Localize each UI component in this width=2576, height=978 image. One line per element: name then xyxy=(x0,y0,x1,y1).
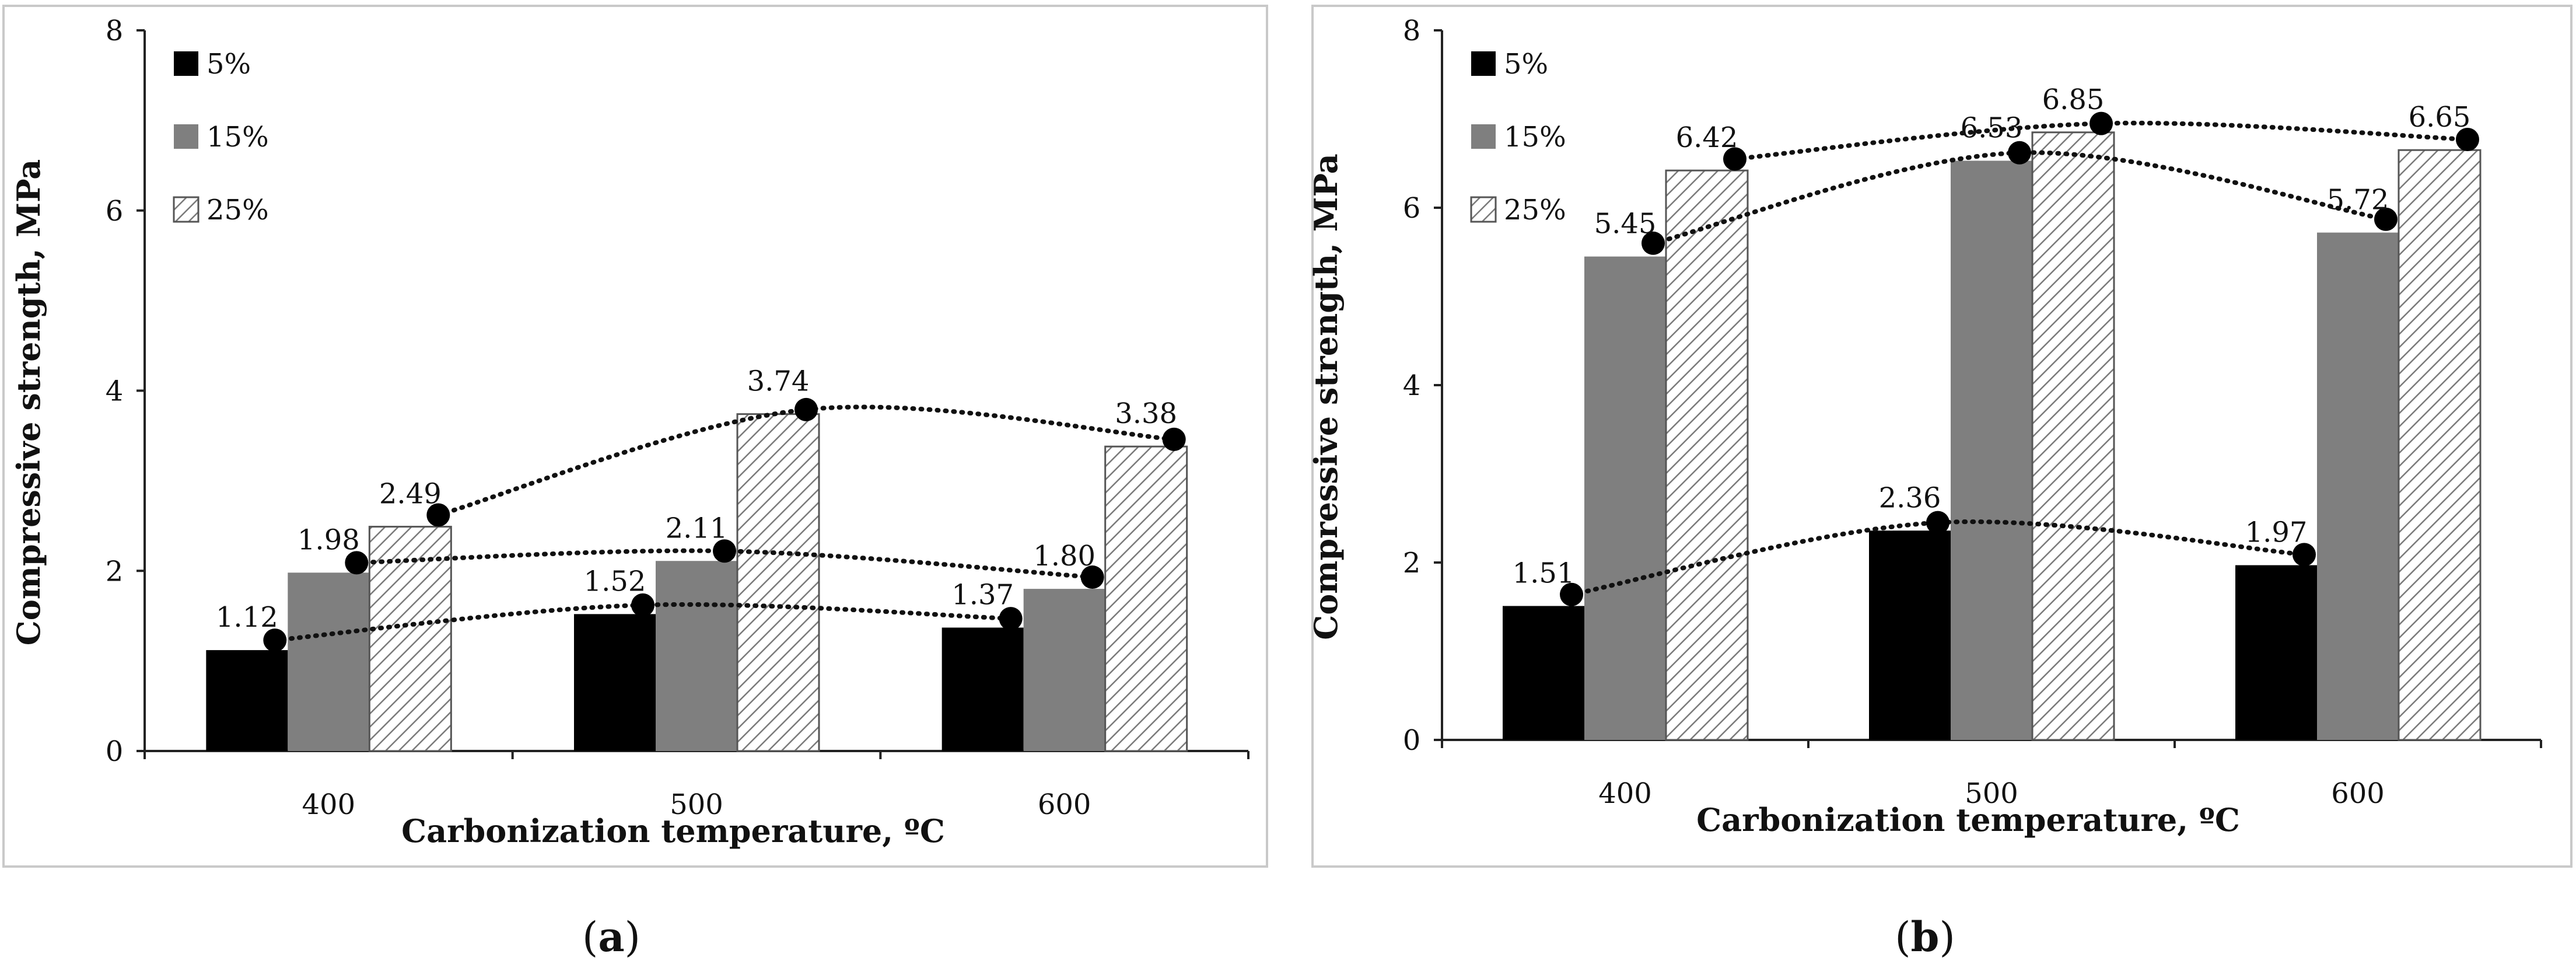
legend-swatch-5pct xyxy=(1471,51,1496,76)
marker-25pct-500 xyxy=(794,397,818,421)
caption-close: ) xyxy=(1939,913,1955,961)
bar-25pct-500 xyxy=(736,413,820,752)
x-tick-label: 600 xyxy=(2331,777,2385,810)
data-label: 5.45 xyxy=(1594,208,1657,240)
chart-panel-b: 024681.512.361.975.456.535.726.426.856.6… xyxy=(1307,5,2572,961)
x-tick-label: 500 xyxy=(670,788,723,821)
legend-label: 5% xyxy=(206,48,251,81)
x-axis-title: Carbonization temperature, ºC xyxy=(401,812,945,850)
data-label: 1.52 xyxy=(584,565,646,598)
legend-swatch-15pct xyxy=(1471,124,1496,149)
data-label: 3.38 xyxy=(1115,397,1177,430)
bar-5pct-600 xyxy=(942,627,1024,751)
marker-5pct-400 xyxy=(1560,582,1583,606)
legend: 5% 15% 25% xyxy=(1470,48,1566,226)
legend-label: 25% xyxy=(206,194,269,226)
y-tick-label: 8 xyxy=(1403,15,1421,47)
y-tick-label: 8 xyxy=(106,15,124,47)
marker-5pct-400 xyxy=(263,628,287,652)
bar-5pct-600 xyxy=(2235,565,2317,740)
marker-25pct-600 xyxy=(2456,127,2479,151)
legend-label: 15% xyxy=(206,121,269,153)
data-label: 2.11 xyxy=(666,512,728,544)
bar-15pct-500 xyxy=(1951,160,2032,740)
data-label: 1.12 xyxy=(216,601,278,634)
legend-label: 5% xyxy=(1504,48,1548,81)
marker-15pct-400 xyxy=(1642,231,1665,255)
bar-5pct-400 xyxy=(1503,606,1584,740)
legend-label: 25% xyxy=(1504,194,1566,226)
marker-25pct-400 xyxy=(1723,147,1746,171)
caption-open: ( xyxy=(1895,913,1910,961)
marker-25pct-500 xyxy=(2090,111,2113,135)
y-tick-label: 0 xyxy=(106,735,124,768)
bar-5pct-500 xyxy=(574,614,656,751)
marker-15pct-500 xyxy=(2008,141,2031,165)
data-label: 1.97 xyxy=(2245,516,2308,549)
bar-15pct-500 xyxy=(656,561,737,751)
panel-caption: (b) xyxy=(1895,913,1955,961)
bar-25pct-400 xyxy=(368,526,452,752)
x-axis-title: Carbonization temperature, ºC xyxy=(1696,801,2240,839)
marker-15pct-500 xyxy=(713,539,736,563)
data-label: 1.80 xyxy=(1033,540,1096,572)
marker-15pct-400 xyxy=(345,551,369,575)
x-tick-label: 400 xyxy=(1598,777,1652,810)
data-label: 6.85 xyxy=(2042,83,2105,116)
data-label: 5.72 xyxy=(2327,184,2389,216)
data-label: 1.98 xyxy=(298,523,360,556)
x-tick-label: 600 xyxy=(1038,788,1091,821)
data-label: 3.74 xyxy=(747,365,810,398)
data-label: 2.49 xyxy=(379,478,442,511)
bar-5pct-500 xyxy=(1869,530,1951,740)
marker-5pct-500 xyxy=(631,593,654,617)
x-tick-label: 500 xyxy=(1965,777,2018,810)
y-tick-label: 4 xyxy=(1403,369,1421,402)
bar-25pct-600 xyxy=(1104,445,1188,752)
bar-15pct-600 xyxy=(1023,589,1105,751)
bar-25pct-600 xyxy=(2398,149,2482,741)
marker-5pct-600 xyxy=(2292,543,2316,567)
bar-15pct-400 xyxy=(288,572,370,751)
caption-letter: b xyxy=(1911,913,1940,961)
y-tick-label: 6 xyxy=(106,195,124,228)
marker-15pct-600 xyxy=(1080,565,1104,589)
bar-15pct-400 xyxy=(1584,256,1666,741)
y-axis-title: Compressive strength, MPa xyxy=(10,159,47,645)
legend: 5% 15% 25% xyxy=(173,48,269,226)
y-tick-label: 2 xyxy=(1403,547,1421,579)
legend-swatch-5pct xyxy=(174,51,198,76)
caption-letter: a xyxy=(598,913,624,961)
bar-25pct-400 xyxy=(1665,169,1749,741)
legend-label: 15% xyxy=(1504,121,1566,153)
marker-5pct-600 xyxy=(999,607,1023,631)
caption-open: ( xyxy=(582,913,598,961)
chart-panel-a: 0 2 4 6 8 1.12 1.52 1.37 1.98 2.11 1.80 2.49 3.74 3.3… xyxy=(2,5,1268,961)
data-label: 1.37 xyxy=(951,579,1014,612)
marker-25pct-400 xyxy=(426,503,450,527)
legend-swatch-15pct xyxy=(174,124,198,149)
bar-5pct-400 xyxy=(206,650,288,751)
legend-swatch-25pct xyxy=(1470,196,1497,223)
data-label: 1.51 xyxy=(1513,557,1575,589)
bar-15pct-600 xyxy=(2317,232,2399,740)
data-label: 6.65 xyxy=(2409,101,2471,134)
legend-swatch-25pct xyxy=(173,196,200,223)
panel-caption: (a) xyxy=(582,913,640,961)
y-tick-label: 4 xyxy=(106,375,124,408)
x-tick-label: 400 xyxy=(302,788,356,821)
y-axis-title: Compressive strength, MPa xyxy=(1307,153,1345,640)
y-tick-label: 0 xyxy=(1403,724,1421,757)
bar-25pct-500 xyxy=(2031,131,2115,741)
y-tick-label: 2 xyxy=(106,555,124,588)
data-label: 6.42 xyxy=(1676,121,1738,154)
data-label: 2.36 xyxy=(1879,481,1941,514)
y-tick-label: 6 xyxy=(1403,192,1421,225)
marker-5pct-500 xyxy=(1926,511,1950,535)
marker-25pct-600 xyxy=(1162,427,1186,451)
caption-close: ) xyxy=(625,913,640,961)
marker-15pct-600 xyxy=(2374,207,2398,231)
